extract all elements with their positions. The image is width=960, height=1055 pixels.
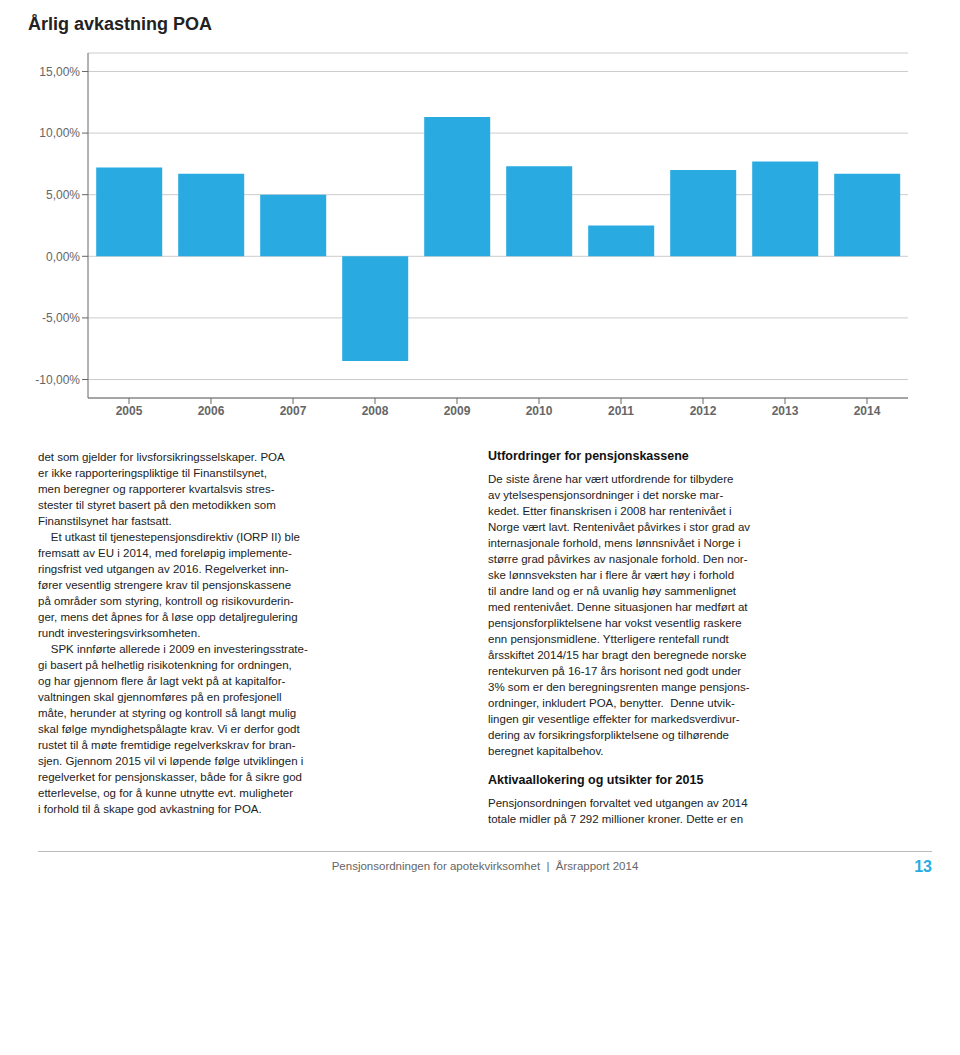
svg-text:2008: 2008 xyxy=(362,404,389,418)
svg-text:2010: 2010 xyxy=(526,404,553,418)
svg-text:-5,00%: -5,00% xyxy=(42,311,80,325)
html-text:Årlig avkastning POA: Årlig avkastning POA xyxy=(28,14,212,34)
svg-text:10,00%: 10,00% xyxy=(39,126,80,140)
html-text:Utfordringer for pensjonskasse: Utfordringer for pensjonskassene xyxy=(488,449,689,463)
html-text:13: 13 xyxy=(914,858,932,875)
svg-text:15,00%: 15,00% xyxy=(39,65,80,79)
svg-text:2005: 2005 xyxy=(116,404,143,418)
html-text:det som gjelder for livsforsik: det som gjelder for livsforsikringsselsk… xyxy=(38,451,308,815)
svg-text:2007: 2007 xyxy=(280,404,307,418)
svg-text:2013: 2013 xyxy=(772,404,799,418)
svg-text:2006: 2006 xyxy=(198,404,225,418)
html-text:Pensjonsordningen forvaltet ve: Pensjonsordningen forvaltet ved utgangen… xyxy=(488,797,748,825)
svg-text:2014: 2014 xyxy=(854,404,881,418)
html-text:De siste årene har vært utford: De siste årene har vært utfordrende for … xyxy=(488,473,751,757)
svg-text:2009: 2009 xyxy=(444,404,471,418)
svg-text:2012: 2012 xyxy=(690,404,717,418)
html-text:Pensjonsordningen for apotekvi: Pensjonsordningen for apotekvirksomhet |… xyxy=(331,860,639,872)
svg-text:0,00%: 0,00% xyxy=(46,250,80,264)
svg-text:2011: 2011 xyxy=(608,404,634,418)
html-text:Aktivaallokering og utsikter f: Aktivaallokering og utsikter for 2015 xyxy=(488,773,704,787)
svg-text:5,00%: 5,00% xyxy=(46,188,80,202)
svg-text:-10,00%: -10,00% xyxy=(35,373,80,387)
